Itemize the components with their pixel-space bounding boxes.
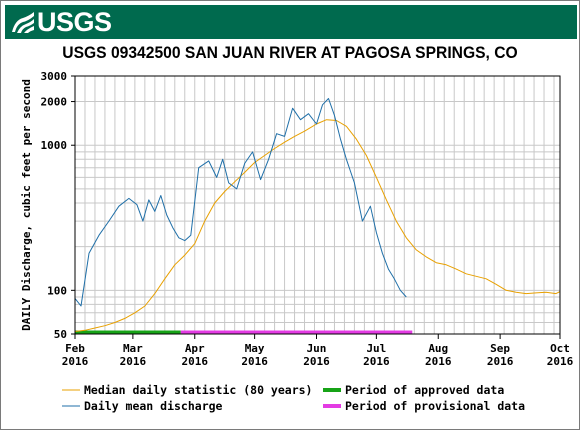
- legend-approved-label: Period of approved data: [345, 383, 504, 397]
- usgs-banner: USGS: [5, 5, 577, 39]
- daily-mean-line: [74, 98, 407, 307]
- usgs-logo-text: USGS: [37, 7, 112, 37]
- legend: Median daily statistic (80 years) Period …: [62, 383, 525, 413]
- plot-area-border: [74, 75, 561, 335]
- x-tick-month: Jul: [366, 342, 386, 355]
- x-tick-year: 2016: [241, 355, 268, 368]
- x-tick-year: 2016: [182, 355, 209, 368]
- x-axis-ticks: Feb2016Mar2016Apr2016May2016Jun2016Jul20…: [62, 334, 574, 368]
- x-tick-month: Oct: [550, 342, 570, 355]
- legend-daily-mean-label: Daily mean discharge: [84, 399, 223, 413]
- x-tick-month: Aug: [428, 342, 448, 355]
- usgs-wave-icon: [12, 12, 34, 33]
- x-tick-year: 2016: [62, 355, 89, 368]
- x-tick-month: Jun: [307, 342, 327, 355]
- grid: [74, 75, 560, 335]
- median-line: [74, 119, 561, 332]
- y-tick-label: 100: [47, 284, 67, 297]
- legend-median-label: Median daily statistic (80 years): [84, 383, 312, 397]
- chart-title: USGS 09342500 SAN JUAN RIVER AT PAGOSA S…: [62, 43, 518, 62]
- x-tick-month: May: [245, 342, 265, 355]
- y-tick-label: 3000: [41, 70, 68, 83]
- x-tick-month: Mar: [123, 342, 143, 355]
- x-tick-month: Apr: [185, 342, 205, 355]
- x-tick-month: Sep: [490, 342, 510, 355]
- x-tick-year: 2016: [547, 355, 574, 368]
- y-tick-label: 2000: [41, 96, 68, 109]
- x-tick-year: 2016: [303, 355, 330, 368]
- y-tick-label: 1000: [41, 139, 68, 152]
- x-tick-year: 2016: [120, 355, 147, 368]
- x-tick-year: 2016: [487, 355, 514, 368]
- series-lines: [74, 98, 561, 332]
- y-tick-label: 50: [54, 328, 67, 341]
- legend-provisional-label: Period of provisional data: [345, 399, 525, 413]
- y-axis-ticks: 50 100 1000 2000 3000: [41, 70, 75, 341]
- x-tick-month: Feb: [65, 342, 85, 355]
- x-tick-year: 2016: [425, 355, 452, 368]
- x-tick-year: 2016: [363, 355, 390, 368]
- usgs-logo[interactable]: USGS: [11, 7, 112, 37]
- y-axis-label: DAILY Discharge, cubic feet per second: [20, 79, 33, 331]
